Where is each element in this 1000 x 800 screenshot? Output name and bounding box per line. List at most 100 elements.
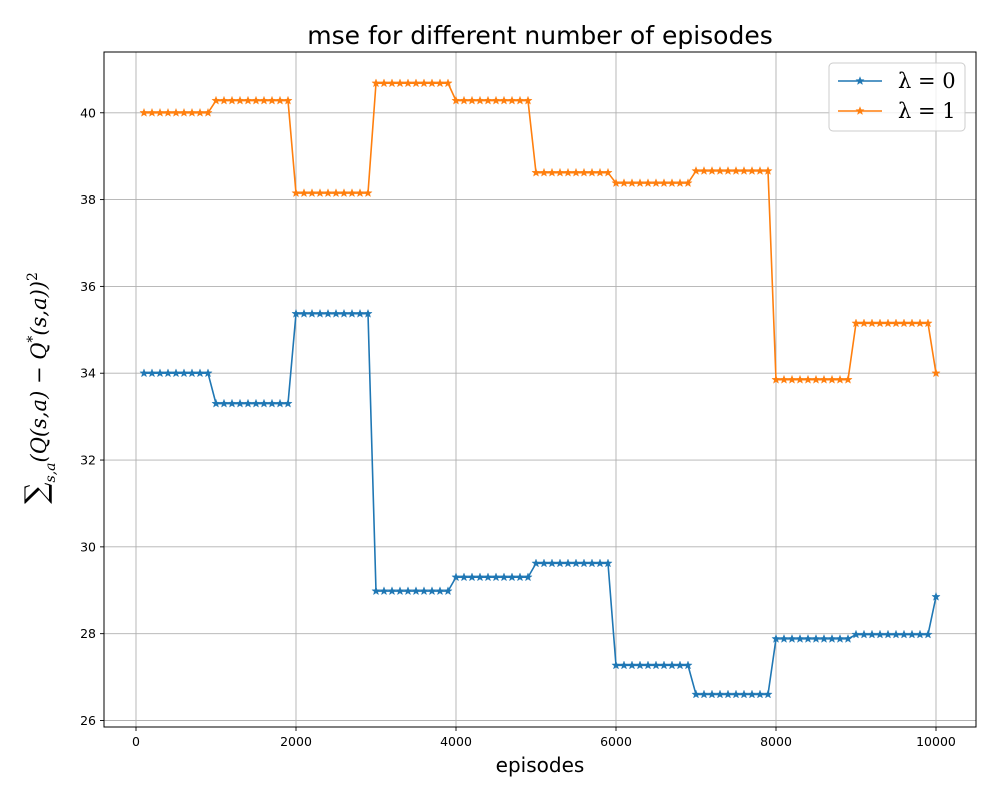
data-point [819,374,829,384]
data-point [507,572,517,582]
data-point [651,178,661,188]
x-axis-label: episodes [496,753,585,777]
data-point [331,188,341,198]
y-axis-label-body2: (s,a)) [27,281,51,336]
data-point [907,629,917,639]
data-point [851,318,861,328]
data-point [931,368,941,378]
data-point [283,398,293,408]
data-point [603,167,613,177]
data-point [267,95,277,105]
data-point [371,586,381,596]
legend-item: λ = 0 [838,69,956,93]
data-point [155,107,165,117]
data-point [611,660,621,670]
data-point [803,374,813,384]
data-point [843,374,853,384]
data-point [907,318,917,328]
data-point [827,374,837,384]
data-point [539,167,549,177]
data-point [291,308,301,318]
data-point [171,107,181,117]
data-point [715,166,725,175]
data-point [819,634,829,643]
data-point [147,368,157,378]
data-point [691,166,701,175]
y-tick-label: 26 [80,713,96,728]
data-point [179,107,189,117]
data-point [675,660,685,670]
data-point [315,308,325,318]
data-point [211,95,221,105]
data-point [587,558,597,568]
y-axis-label-body: (Q(s,a) − Q [27,343,51,463]
data-point [483,95,493,105]
data-point [643,178,653,188]
data-point [491,572,501,582]
data-point [235,398,245,408]
series-1 [139,78,941,384]
data-point [427,586,437,596]
data-point [403,586,413,596]
data-point [795,634,805,643]
data-point [427,78,437,88]
y-tick-label: 34 [80,366,96,381]
data-point [875,318,885,328]
data-point [491,95,501,105]
data-point [779,634,789,643]
data-point [635,178,645,188]
data-point [531,167,541,177]
data-point [275,398,285,408]
data-point [171,368,181,378]
data-point [243,95,253,105]
data-point [843,634,853,643]
data-point [859,629,869,639]
data-point [483,572,493,582]
y-axis-label-sum: ∑ [19,482,54,504]
data-point [667,178,677,188]
data-point [195,107,205,117]
data-point [299,188,309,198]
data-point [523,572,533,582]
y-tick-label: 40 [80,105,96,120]
data-point [723,689,733,699]
data-point [363,188,373,198]
data-point [211,398,221,408]
data-point [763,689,773,699]
data-point [867,318,877,328]
y-axis-ticks: 26 28 30 32 34 36 38 40 [80,105,104,728]
data-point [859,318,869,328]
data-point [739,689,749,699]
data-point [579,558,589,568]
y-axis-label-square: 2 [25,272,41,281]
data-point [259,398,269,408]
data-point [923,629,933,639]
y-tick-label: 30 [80,539,96,554]
data-point [627,178,637,188]
data-point [435,78,445,88]
data-point [787,634,797,643]
series-line [144,82,937,381]
data-point [347,188,357,198]
data-point [595,167,605,177]
data-point [571,167,581,177]
data-point [387,78,397,88]
data-point [283,95,293,105]
data-point [899,318,909,328]
x-tick-label: 0 [132,734,140,749]
data-point [499,572,509,582]
data-point [555,167,565,177]
data-point [683,178,693,188]
data-point [595,558,605,568]
data-point [459,572,469,582]
data-point [443,586,453,596]
data-point [835,634,845,643]
data-point [203,107,213,117]
legend-item: λ = 1 [838,99,956,123]
x-tick-label: 4000 [440,734,472,749]
data-point [635,660,645,670]
data-point [651,660,661,670]
data-point [787,374,797,384]
data-point [555,558,565,568]
